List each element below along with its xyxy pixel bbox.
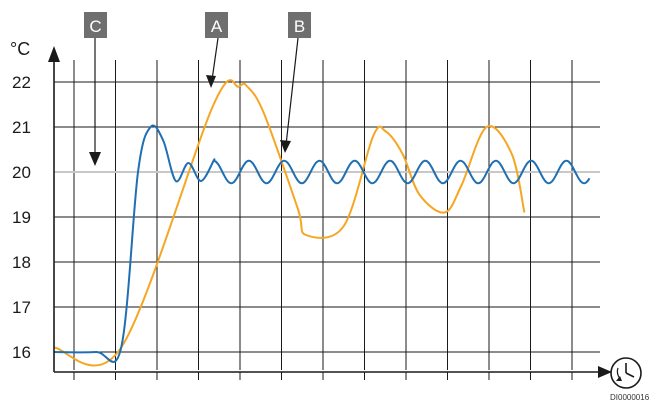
y-tick-label: 16 [12, 343, 31, 362]
y-axis-arrowhead [48, 46, 60, 62]
y-tick-label: 18 [12, 253, 31, 272]
y-axis-unit: °C [10, 39, 30, 59]
chart-grid [54, 60, 600, 370]
y-tick-label: 22 [12, 73, 31, 92]
x-axis-arrowhead [598, 366, 612, 378]
y-tick-label: 17 [12, 298, 31, 317]
series-group [53, 79, 591, 367]
series-line-a [53, 79, 526, 367]
y-tick-labels: 16 17 18 19 20 21 22 [12, 73, 31, 362]
figure-code: DI0000016 [610, 393, 650, 402]
callout-b: B [280, 12, 311, 153]
y-tick-label: 19 [12, 208, 31, 227]
y-tick-label: 20 [12, 163, 31, 182]
callout-a: A [205, 12, 228, 88]
callout-b-label: B [294, 17, 305, 36]
callout-c: C [84, 12, 107, 166]
clock-arrow-icon [610, 357, 642, 389]
callout-a-label: A [211, 17, 223, 36]
axes [48, 46, 612, 380]
callout-c-label: C [89, 17, 101, 36]
series-line-b [53, 124, 591, 363]
y-tick-label: 21 [12, 118, 31, 137]
